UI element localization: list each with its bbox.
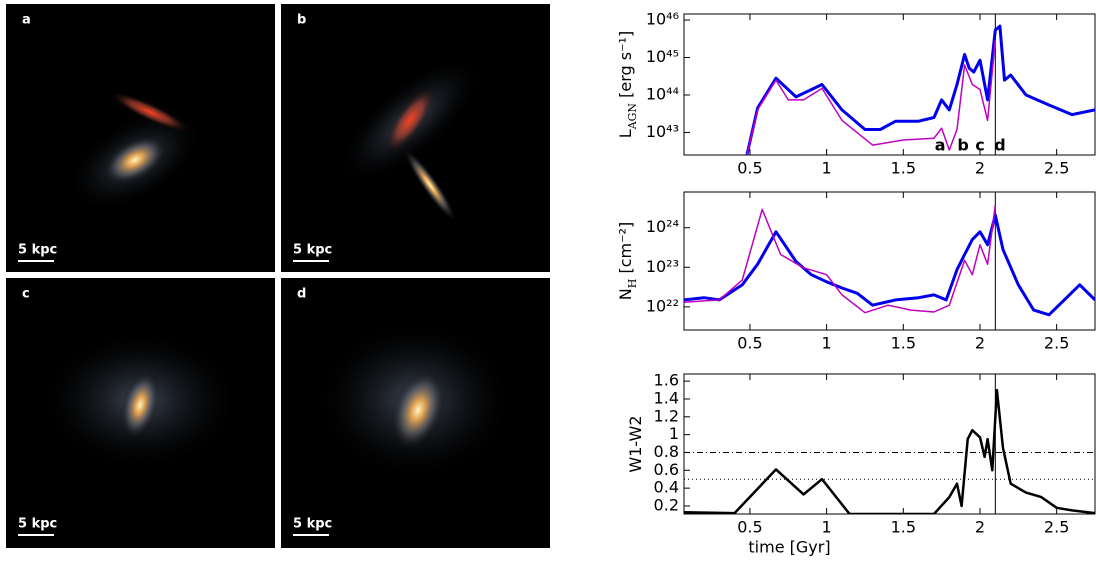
y-tick-label: 10⁴⁴ bbox=[646, 84, 679, 103]
x-tick-label: 1 bbox=[822, 159, 832, 178]
x-tick-label: 2 bbox=[975, 159, 985, 178]
x-axis-label: time [Gyr] bbox=[748, 538, 830, 557]
galaxy-core bbox=[390, 369, 446, 451]
data-line bbox=[746, 40, 997, 155]
chart: 0.5 1 1.5 2 2.5 10²² 10²³ 10²⁴ NH [cm⁻²] bbox=[616, 191, 1096, 353]
x-tick-label: 0.5 bbox=[737, 334, 762, 353]
y-tick-label: 10²² bbox=[646, 296, 679, 315]
y-tick-label: 1.6 bbox=[654, 371, 679, 390]
y-tick-label: 0.2 bbox=[654, 495, 679, 514]
y-tick-label: 1.4 bbox=[654, 388, 679, 407]
x-tick-label: 1 bbox=[822, 334, 832, 353]
scale-label: 5 kpc bbox=[18, 517, 57, 532]
galaxy-core bbox=[384, 86, 436, 154]
y-tick-label: 10⁴⁶ bbox=[646, 10, 679, 29]
plot-frame bbox=[683, 373, 1096, 515]
y-label-part: [erg s⁻¹] bbox=[616, 31, 635, 103]
y-axis-label: W1-W2 bbox=[626, 415, 645, 472]
y-tick-label: 0.6 bbox=[654, 460, 679, 479]
y-label-part: H bbox=[626, 279, 639, 289]
x-tick-label: 1 bbox=[822, 518, 832, 537]
panel-label: d bbox=[297, 287, 306, 302]
y-tick-label: 10⁴³ bbox=[646, 122, 679, 141]
panel-label: b bbox=[297, 13, 306, 28]
y-tick-label: 0.8 bbox=[654, 442, 679, 461]
y-label-part: N bbox=[616, 288, 635, 300]
y-label-part: L bbox=[616, 129, 635, 138]
scale-label: 5 kpc bbox=[293, 243, 332, 258]
plot-frame bbox=[683, 191, 1096, 331]
x-tick-label: 1.5 bbox=[891, 159, 916, 178]
galaxy-core bbox=[103, 135, 167, 185]
annotation: a bbox=[935, 136, 946, 155]
y-tick-label: 10²³ bbox=[646, 257, 679, 276]
annotation: d bbox=[994, 136, 1005, 155]
y-label-part: [cm⁻²] bbox=[616, 222, 635, 279]
x-tick-label: 2.5 bbox=[1044, 159, 1069, 178]
x-tick-label: 2 bbox=[975, 518, 985, 537]
y-tick-label: 1 bbox=[669, 424, 679, 443]
x-tick-label: 1.5 bbox=[891, 334, 916, 353]
x-tick-label: 2.5 bbox=[1044, 334, 1069, 353]
x-tick-label: 2.5 bbox=[1044, 518, 1069, 537]
data-line bbox=[745, 24, 1095, 155]
y-tick-label: 10⁴⁵ bbox=[646, 47, 679, 66]
data-line bbox=[684, 388, 1095, 514]
x-tick-label: 0.5 bbox=[737, 518, 762, 537]
x-tick-label: 1.5 bbox=[891, 518, 916, 537]
galaxy-core bbox=[120, 370, 160, 440]
annotation: b bbox=[957, 136, 968, 155]
data-line bbox=[684, 213, 1095, 317]
y-axis-label: LAGN [erg s⁻¹] bbox=[616, 31, 639, 138]
y-label-part: W1-W2 bbox=[626, 415, 645, 472]
panel-label: c bbox=[22, 287, 30, 302]
plot-frame bbox=[683, 13, 1096, 156]
galaxy-images bbox=[6, 4, 550, 548]
scale-label: 5 kpc bbox=[293, 517, 332, 532]
y-tick-label: 0.4 bbox=[654, 478, 679, 497]
y-axis-label: NH [cm⁻²] bbox=[616, 222, 639, 300]
data-line bbox=[684, 204, 997, 314]
y-tick-label: 10²⁴ bbox=[646, 217, 679, 236]
chart: 0.5 1 1.5 2 2.50.20.40.60.811.21.41.6W1-W2ti… bbox=[626, 371, 1096, 557]
x-tick-label: 0.5 bbox=[737, 159, 762, 178]
galaxy-core bbox=[109, 91, 191, 133]
y-tick-label: 1.2 bbox=[654, 406, 679, 425]
y-label-part: AGN bbox=[626, 103, 639, 131]
x-tick-label: 2 bbox=[975, 334, 985, 353]
scale-label: 5 kpc bbox=[18, 243, 57, 258]
galaxy-core bbox=[403, 147, 457, 223]
chart: 0.5 1 1.5 2 2.5 10⁴³ 10⁴⁴ 10⁴⁵ 10⁴⁶ LAGN [erg s⁻¹… bbox=[616, 10, 1096, 178]
annotation: c bbox=[975, 136, 984, 155]
panel-label: a bbox=[22, 13, 31, 28]
